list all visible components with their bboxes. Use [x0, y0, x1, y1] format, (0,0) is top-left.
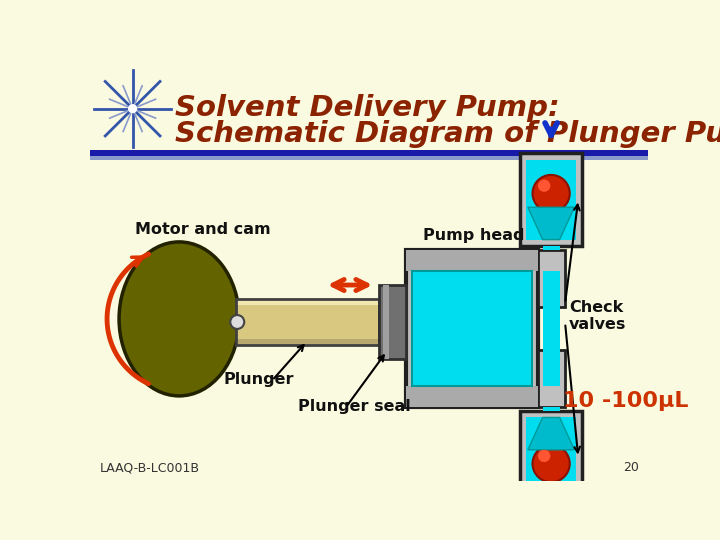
Circle shape	[230, 315, 244, 329]
Bar	[520, 153, 582, 246]
Circle shape	[538, 450, 550, 462]
Circle shape	[533, 175, 570, 212]
Text: LAAQ-B-LC001B: LAAQ-B-LC001B	[99, 461, 199, 474]
Text: Plunger: Plunger	[223, 373, 294, 387]
Bar	[520, 411, 582, 504]
Text: Check
valves: Check valves	[569, 300, 626, 332]
Text: 10 -100μL: 10 -100μL	[563, 392, 688, 411]
Bar	[538, 350, 565, 408]
Bar	[90, 156, 648, 159]
Text: 20: 20	[623, 461, 639, 474]
Bar	[235, 305, 379, 339]
Bar	[526, 159, 576, 240]
Text: Solvent Delivery Pump:: Solvent Delivery Pump:	[175, 94, 560, 122]
Bar	[379, 285, 406, 359]
Bar	[526, 417, 576, 497]
Bar	[543, 246, 559, 249]
Circle shape	[128, 104, 138, 113]
Bar	[543, 271, 559, 386]
Text: Schematic Diagram of Plunger Pump: Schematic Diagram of Plunger Pump	[175, 120, 720, 148]
Bar	[235, 299, 379, 345]
Circle shape	[533, 445, 570, 482]
Bar	[235, 339, 379, 345]
Bar	[406, 249, 538, 271]
Ellipse shape	[119, 242, 239, 396]
Bar	[90, 150, 648, 156]
Text: Motor and cam: Motor and cam	[135, 222, 271, 237]
Bar	[538, 249, 565, 307]
Polygon shape	[528, 417, 575, 450]
Circle shape	[538, 179, 550, 192]
Bar	[90, 65, 648, 156]
Bar	[543, 408, 559, 411]
Bar	[406, 386, 538, 408]
Polygon shape	[528, 207, 575, 240]
Bar	[383, 285, 389, 359]
Bar	[235, 299, 379, 305]
Text: Pump head: Pump head	[423, 228, 525, 244]
Text: Plunger seal: Plunger seal	[297, 399, 410, 414]
Bar	[406, 249, 538, 408]
Bar	[413, 271, 532, 386]
